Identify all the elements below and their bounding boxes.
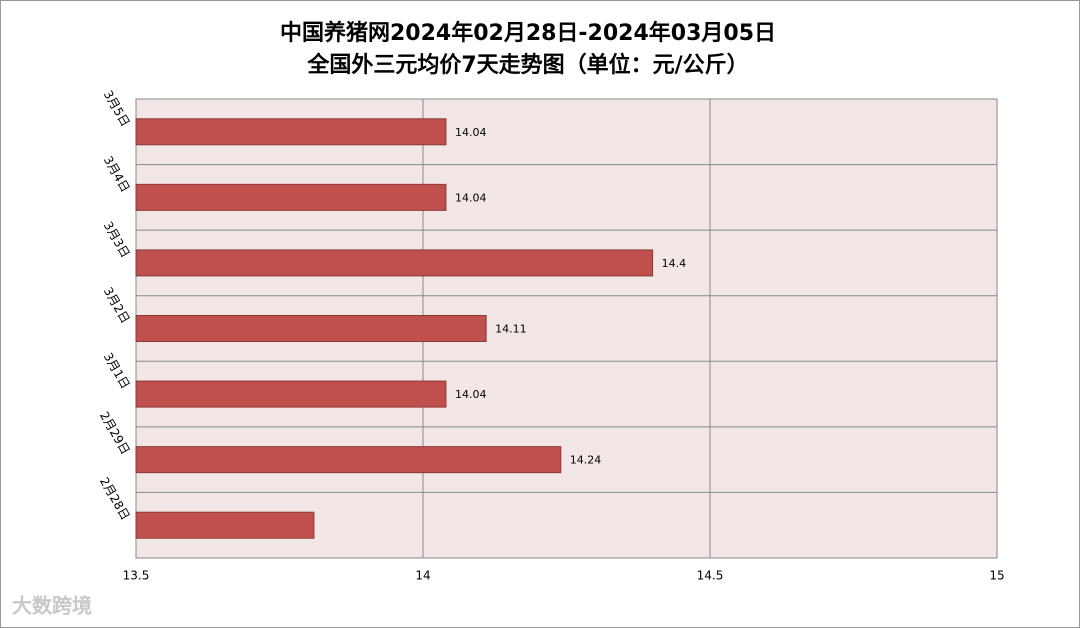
bar bbox=[135, 511, 315, 539]
bar bbox=[135, 380, 447, 408]
data-label: 14.04 bbox=[455, 191, 487, 204]
data-label: 14.04 bbox=[455, 126, 487, 139]
bar bbox=[135, 249, 654, 277]
bar bbox=[135, 118, 447, 146]
data-label: 14.04 bbox=[455, 388, 487, 401]
data-label: 14.11 bbox=[495, 323, 527, 336]
data-label: 14.4 bbox=[662, 257, 687, 270]
bar bbox=[135, 446, 562, 474]
x-tick-label: 14.5 bbox=[697, 569, 724, 583]
bar bbox=[135, 315, 487, 342]
chart-title: 中国养猪网2024年02月28日-2024年03月05日 bbox=[280, 20, 776, 46]
chart-subtitle: 全国外三元均价7天走势图（单位：元/公斤） bbox=[306, 52, 748, 78]
bar bbox=[135, 183, 447, 211]
x-tick-label: 15 bbox=[989, 569, 1004, 583]
x-tick-label: 13.5 bbox=[123, 569, 150, 583]
data-label: 14.24 bbox=[570, 454, 602, 467]
watermark: 大数跨境 bbox=[12, 594, 92, 618]
x-tick-label: 14 bbox=[415, 569, 430, 583]
